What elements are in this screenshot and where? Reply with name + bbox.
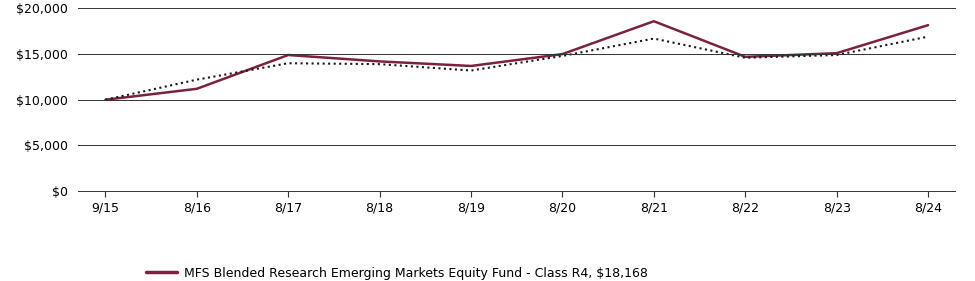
MSCI Emerging Markets Index (net div), $16,911 [465,69,477,72]
MSCI Emerging Markets Index (net div), $16,911 [191,78,203,81]
MFS Blended Research Emerging Markets Equity Fund - Class R4, $18,168 [283,53,294,57]
MFS Blended Research Emerging Markets Equity Fund - Class R4, $18,168 [648,20,660,23]
MSCI Emerging Markets Index (net div), $16,911 [373,62,385,66]
MFS Blended Research Emerging Markets Equity Fund - Class R4, $18,168 [922,24,934,27]
MSCI Emerging Markets Index (net div), $16,911 [739,56,751,60]
MSCI Emerging Markets Index (net div), $16,911 [99,98,111,101]
Legend: MFS Blended Research Emerging Markets Equity Fund - Class R4, $18,168, MSCI Emer: MFS Blended Research Emerging Markets Eq… [145,267,648,281]
MSCI Emerging Markets Index (net div), $16,911 [831,53,842,57]
MSCI Emerging Markets Index (net div), $16,911 [922,35,934,38]
MFS Blended Research Emerging Markets Equity Fund - Class R4, $18,168 [465,64,477,68]
MFS Blended Research Emerging Markets Equity Fund - Class R4, $18,168 [739,55,751,58]
MSCI Emerging Markets Index (net div), $16,911 [557,54,568,58]
Line: MSCI Emerging Markets Index (net div), $16,911: MSCI Emerging Markets Index (net div), $… [105,37,928,100]
MFS Blended Research Emerging Markets Equity Fund - Class R4, $18,168 [831,51,842,55]
Line: MFS Blended Research Emerging Markets Equity Fund - Class R4, $18,168: MFS Blended Research Emerging Markets Eq… [105,21,928,100]
MSCI Emerging Markets Index (net div), $16,911 [283,62,294,65]
MFS Blended Research Emerging Markets Equity Fund - Class R4, $18,168 [99,98,111,101]
MFS Blended Research Emerging Markets Equity Fund - Class R4, $18,168 [557,52,568,56]
MSCI Emerging Markets Index (net div), $16,911 [648,37,660,40]
MFS Blended Research Emerging Markets Equity Fund - Class R4, $18,168 [191,87,203,90]
MFS Blended Research Emerging Markets Equity Fund - Class R4, $18,168 [373,60,385,63]
